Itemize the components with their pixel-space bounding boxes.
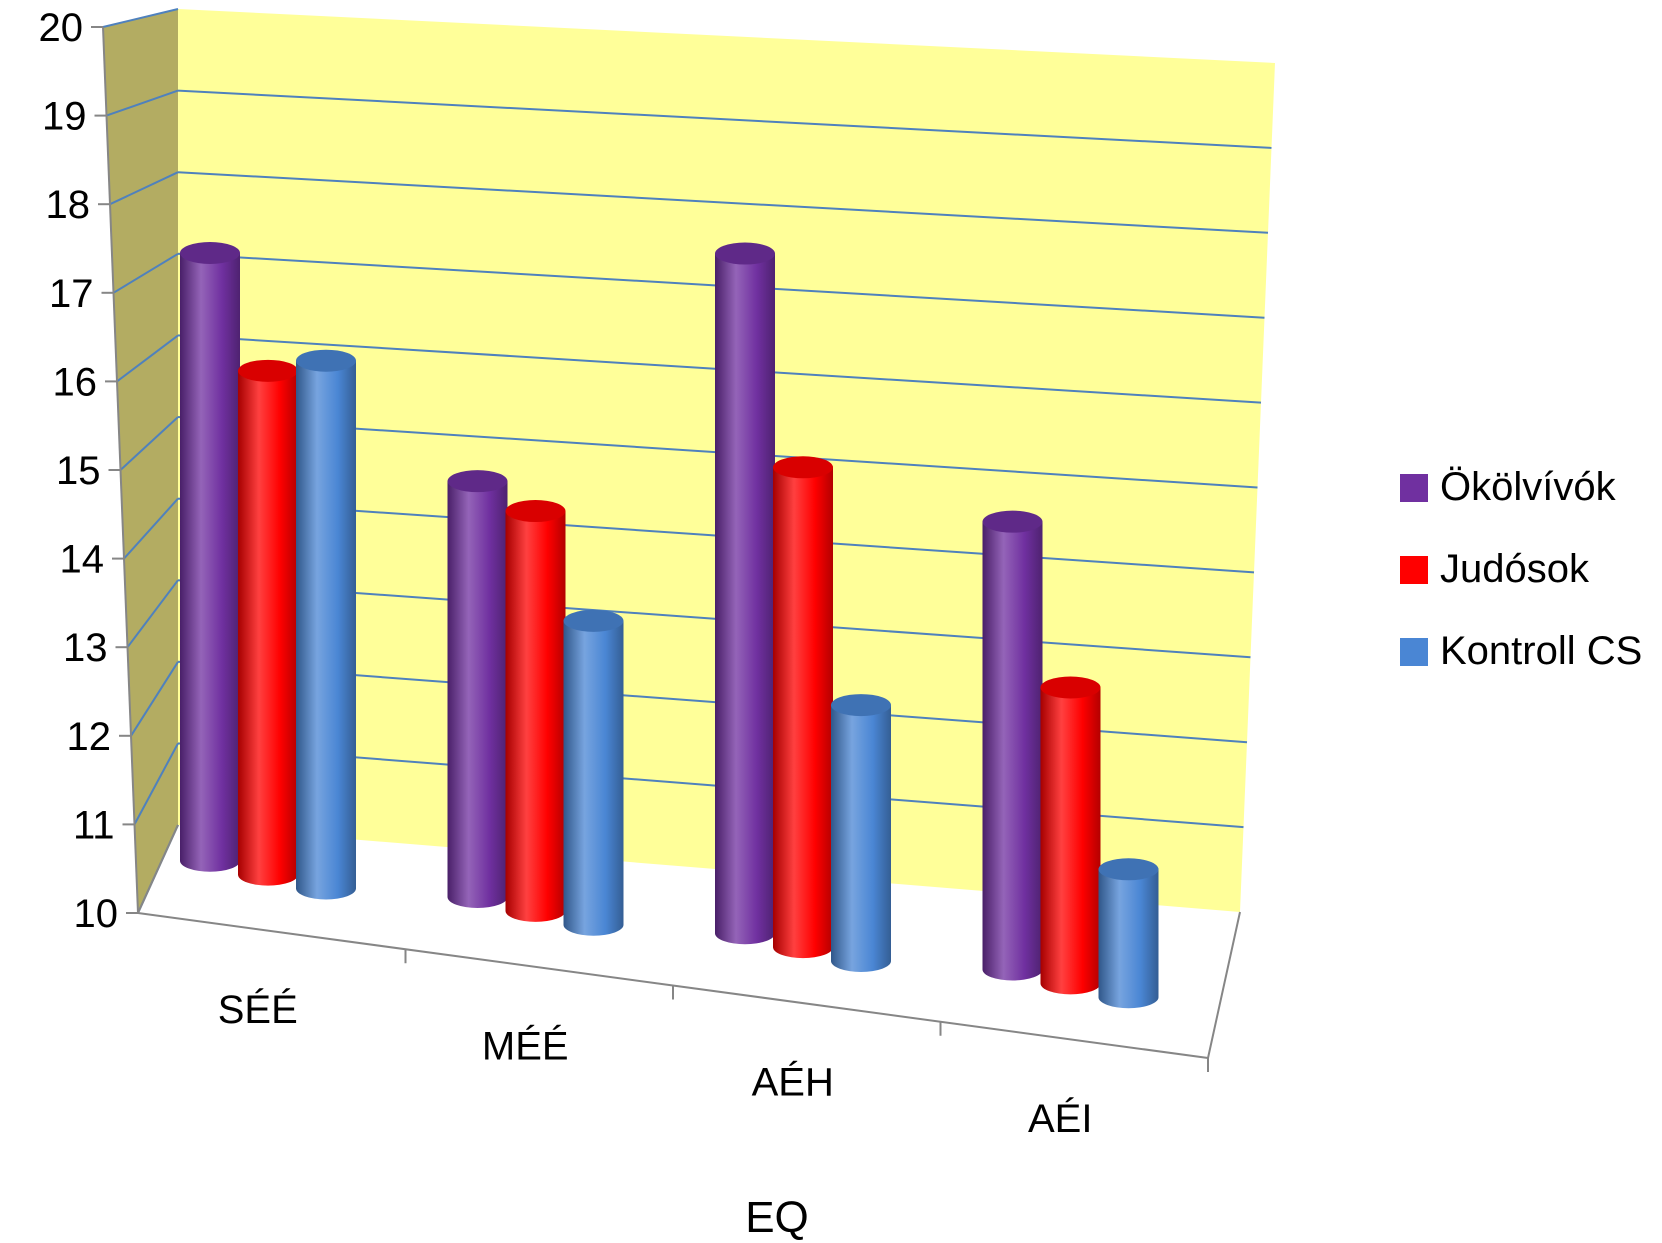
y-tick-label: 12: [67, 715, 112, 759]
bar-body: [715, 253, 775, 945]
legend-label: Ökölvívók: [1440, 465, 1617, 509]
bar-body: [982, 521, 1043, 981]
bar-top: [505, 500, 566, 523]
y-axis-line: [102, 26, 139, 914]
y-tick-label: 10: [74, 892, 119, 936]
bar-body: [296, 360, 356, 900]
bar-top: [180, 242, 240, 265]
bar-top: [1040, 676, 1101, 699]
bar-top: [447, 470, 508, 493]
y-tick-label: 18: [46, 183, 91, 227]
y-tick-label: 19: [42, 95, 87, 139]
bar-body: [505, 511, 566, 922]
gridline: [177, 171, 1269, 234]
bar: [296, 349, 356, 900]
y-tick-label: 13: [63, 626, 108, 670]
legend-swatch: [1400, 638, 1428, 666]
bar-body: [773, 467, 833, 959]
legend-label: Kontroll CS: [1440, 629, 1642, 673]
y-tick-label: 14: [60, 538, 105, 582]
gridline: [177, 579, 1251, 659]
x-axis-title: EQ: [745, 1193, 809, 1242]
gridline-side: [119, 416, 179, 471]
legend-swatch: [1400, 556, 1428, 584]
y-tick-label: 11: [73, 803, 115, 847]
bar-body: [238, 370, 298, 886]
bar-top: [773, 456, 833, 479]
gridline: [177, 89, 1272, 149]
gridline-side: [123, 497, 179, 560]
gridline-side: [116, 334, 179, 383]
gridline-side: [130, 661, 179, 737]
side-wall: [103, 9, 178, 913]
bar-body: [1040, 687, 1101, 995]
bar: [715, 242, 775, 945]
bar: [505, 500, 566, 922]
bar-body: [180, 253, 240, 872]
bar-top: [982, 510, 1043, 533]
bar-top: [238, 359, 298, 382]
bar: [238, 359, 298, 886]
y-tick-label: 16: [53, 360, 98, 404]
bar: [180, 242, 240, 872]
x-tick-label: SÉÉ: [218, 987, 298, 1032]
y-tick-label: 17: [49, 272, 94, 316]
bar: [563, 609, 624, 936]
gridline-side: [106, 89, 179, 117]
floor-edge-left: [137, 824, 179, 914]
legend-label: Judósok: [1440, 547, 1590, 591]
bar: [1098, 858, 1159, 1009]
y-tick-label: 15: [56, 449, 101, 493]
axes: [102, 26, 1241, 1072]
gridline-side: [126, 579, 179, 648]
bar-body: [447, 481, 508, 909]
x-tick-label: MÉÉ: [482, 1023, 569, 1068]
legend: Ökölvívók Judósok Kontroll CS: [1400, 465, 1642, 673]
bar-top: [296, 349, 356, 372]
gridline-side: [109, 171, 179, 206]
bar-top: [1098, 858, 1159, 881]
x-tick-label: AÉI: [1028, 1096, 1092, 1141]
bar-top: [831, 694, 891, 717]
x-tick-labels: SÉÉ MÉÉ AÉH AÉI: [218, 987, 1093, 1141]
bar: [447, 470, 508, 909]
bar-top: [715, 242, 775, 265]
x-tick-label: AÉH: [752, 1060, 834, 1105]
y-tick-labels: 10 11 12 13 14 15 16 17 18 19 20: [39, 6, 119, 936]
bar-body: [831, 705, 891, 972]
bar-top: [563, 609, 624, 632]
bar-body: [1098, 869, 1159, 1009]
legend-swatch: [1400, 474, 1428, 502]
bar-body: [563, 620, 624, 936]
bar: [831, 694, 891, 972]
bars: [180, 242, 1159, 1009]
gridline-side: [133, 742, 179, 825]
bar: [982, 510, 1043, 981]
y-tick-label: 20: [39, 6, 84, 50]
gridline-side: [102, 8, 179, 28]
bar: [773, 456, 833, 959]
bar: [1040, 676, 1101, 995]
gridline-side: [112, 252, 179, 294]
